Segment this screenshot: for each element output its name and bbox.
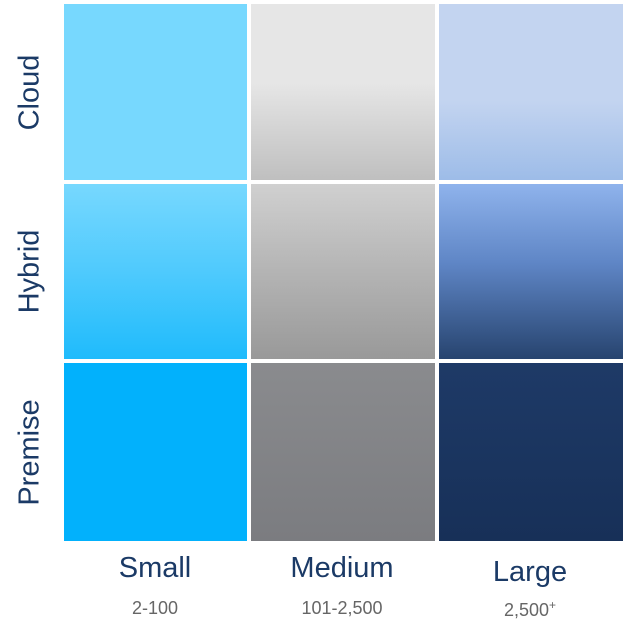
cell-premise-small [64,363,247,541]
row-label-cloud-text: Cloud [13,54,46,130]
cell-cloud-small [64,4,247,180]
col-range-large-text: 2,500 [503,600,550,620]
cell-hybrid-small [64,184,247,359]
col-range-large-plus: + [549,598,557,612]
cell-cloud-large [439,4,623,180]
cell-premise-large [439,363,623,541]
col-range-large: 2,500+ [437,598,623,621]
cell-premise-medium [251,363,435,541]
row-label-premise-text: Premise [13,398,46,506]
col-label-small: Small [118,552,192,584]
row-label-hybrid-text: Hybrid [13,229,46,314]
cell-hybrid-medium [251,184,435,359]
cell-hybrid-large [439,184,623,359]
row-label-cloud: Cloud [0,4,60,180]
col-label-medium: Medium [290,552,394,584]
col-range-small: 2-100 [62,598,248,619]
row-label-premise: Premise [0,363,60,541]
row-label-hybrid: Hybrid [0,184,60,359]
col-label-large: Large [492,556,568,588]
cell-cloud-medium [251,4,435,180]
col-range-small-text: 2-100 [131,598,179,618]
col-range-medium-text: 101-2,500 [301,598,383,618]
col-range-medium: 101-2,500 [249,598,435,619]
